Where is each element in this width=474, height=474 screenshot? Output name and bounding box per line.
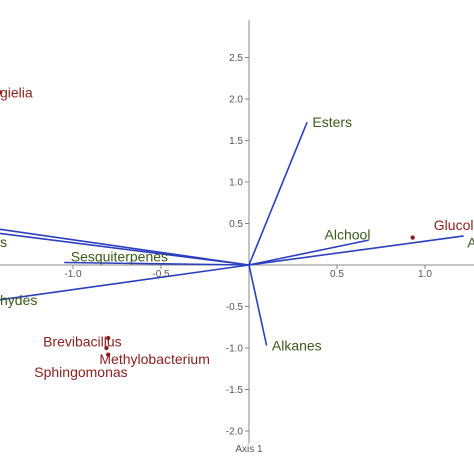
x-tick-label: -1.0 [64, 269, 82, 280]
sample-point [106, 352, 111, 357]
vector-arrow [248, 239, 369, 266]
vector-label: Sesquiterpenes [71, 249, 168, 265]
vector-arrow [64, 261, 250, 266]
vector-label: Esters [312, 114, 352, 130]
chart-labels: Esters Alchool Ac Alkanes Sesquiterpenes s hyd… [0, 84, 474, 380]
y-tick-label: 0.5 [229, 219, 243, 230]
y-tick-label: -1.0 [226, 344, 244, 355]
sample-label: Methylobacterium [99, 351, 209, 367]
sample-point [104, 345, 109, 351]
sample-point [410, 235, 415, 240]
vector-arrow [0, 264, 250, 301]
vector-arrow [0, 228, 250, 266]
sample-label: Sphingomonas [34, 364, 127, 380]
vector-label: Alkanes [272, 338, 322, 354]
vector-arrow [248, 264, 268, 346]
x-tick-label: 0.5 [330, 269, 344, 280]
y-tick-label: 1.0 [229, 178, 243, 189]
axes: -1.0 -0.5 0.5 1.0 2.5 2.0 1.5 1.0 0.5 -0.5 -1.0 -1.… [0, 20, 474, 444]
x-axis-title: Axis 1 [235, 444, 263, 455]
sample-point [0, 90, 3, 95]
vector-label: Alchool [325, 226, 371, 242]
sample-point [106, 335, 111, 341]
y-tick-label: -0.5 [226, 302, 244, 313]
y-tick-label: 1.5 [229, 136, 243, 147]
x-tick-label: -0.5 [152, 269, 170, 280]
vector-arrow [248, 121, 308, 266]
x-tick-label: 1.0 [418, 269, 432, 280]
y-tick-label: -2.0 [226, 427, 244, 438]
sample-label: Brevibacillus [43, 333, 122, 349]
vector-label: hydes [0, 292, 37, 308]
y-tick-label: -1.5 [226, 385, 244, 396]
y-tick-label: 2.5 [229, 53, 243, 64]
sample-label: gielia [0, 84, 33, 100]
sample-label: Glucol [434, 217, 474, 233]
sample-points [0, 90, 415, 357]
y-tick-label: 2.0 [229, 95, 243, 106]
vector-arrow [248, 235, 464, 266]
variable-vectors [0, 121, 464, 346]
vector-label: Ac [467, 235, 474, 251]
vector-label: s [0, 234, 7, 250]
